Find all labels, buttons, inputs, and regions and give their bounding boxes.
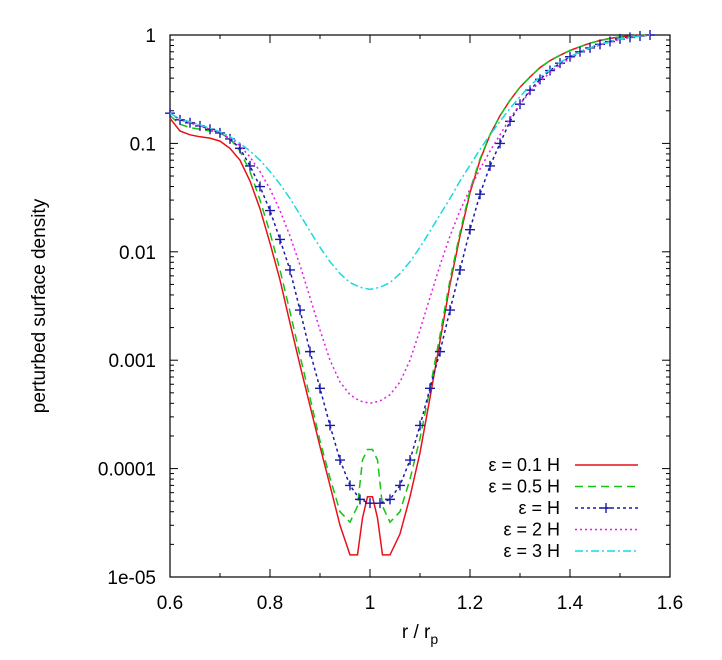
series-point — [165, 108, 175, 119]
x-tick-label: 1.6 — [657, 593, 683, 614]
x-tick-label: 1.4 — [557, 593, 584, 614]
series-point — [515, 99, 525, 110]
series-point — [275, 234, 285, 245]
series-point — [445, 305, 455, 316]
series-point — [435, 346, 445, 357]
legend-label: ε = 3 H — [503, 541, 560, 561]
series-point — [495, 138, 505, 149]
series-point — [355, 494, 365, 505]
series-point — [385, 494, 395, 505]
series-point — [215, 127, 225, 138]
series-line-4 — [169, 34, 651, 405]
legend: ε = 0.1 Hε = 0.5 Hε = Hε = 2 Hε = 3 H — [488, 455, 638, 561]
series-point — [425, 383, 435, 394]
series-point — [475, 189, 485, 200]
series-point — [365, 498, 375, 509]
legend-label: ε = 2 H — [503, 520, 560, 540]
series-point — [305, 346, 315, 357]
series-point — [465, 224, 475, 235]
series-point — [245, 160, 255, 171]
series-point — [315, 383, 325, 394]
legend-label: ε = H — [518, 498, 560, 518]
x-axis-label-subscript: p — [430, 631, 438, 647]
axis-ticks: 0.6 0.8 1 1.2 1.4 1.6 1 0.1 0.01 0.001 0.0001 1e-05 — [98, 26, 683, 614]
x-tick-label: 0.8 — [257, 593, 283, 614]
y-tick-label: 1 — [145, 26, 156, 47]
x-tick-label: 1 — [365, 593, 376, 614]
series-line-1 — [169, 34, 651, 556]
legend-marker — [601, 503, 611, 513]
series-point — [545, 65, 555, 76]
series-point — [395, 480, 405, 491]
series-point — [375, 498, 385, 509]
series-line-3 — [169, 34, 651, 504]
series-point — [345, 480, 355, 491]
series-point — [405, 455, 415, 466]
series-point — [455, 264, 465, 275]
plot-frame — [169, 34, 671, 578]
series-point — [325, 420, 335, 431]
x-tick-label: 1.2 — [457, 593, 483, 614]
y-tick-label: 0.0001 — [98, 460, 156, 481]
series-point — [185, 117, 195, 128]
y-tick-label: 1e-05 — [107, 568, 156, 589]
series-point — [565, 51, 575, 62]
y-axis-label: perturbed surface density — [29, 198, 50, 413]
series-layer — [165, 30, 655, 556]
series-point — [285, 264, 295, 275]
x-axis-label: r / rp — [402, 622, 439, 647]
series-point — [235, 143, 245, 154]
series-line-5 — [169, 34, 651, 291]
series-point — [485, 160, 495, 171]
x-tick-label: 0.6 — [157, 593, 183, 614]
series-line-2 — [169, 34, 651, 524]
series-point — [335, 455, 345, 466]
series-point — [265, 205, 275, 216]
series-point — [255, 181, 265, 192]
legend-label: ε = 0.1 H — [488, 455, 560, 475]
x-axis-label-main: r / r — [402, 622, 431, 643]
y-tick-label: 0.001 — [108, 351, 156, 372]
series-point — [415, 420, 425, 431]
y-tick-label: 0.01 — [119, 243, 156, 264]
legend-label: ε = 0.5 H — [488, 477, 560, 497]
series-point — [205, 124, 215, 135]
y-tick-label: 0.1 — [130, 134, 156, 155]
series-point — [295, 305, 305, 316]
